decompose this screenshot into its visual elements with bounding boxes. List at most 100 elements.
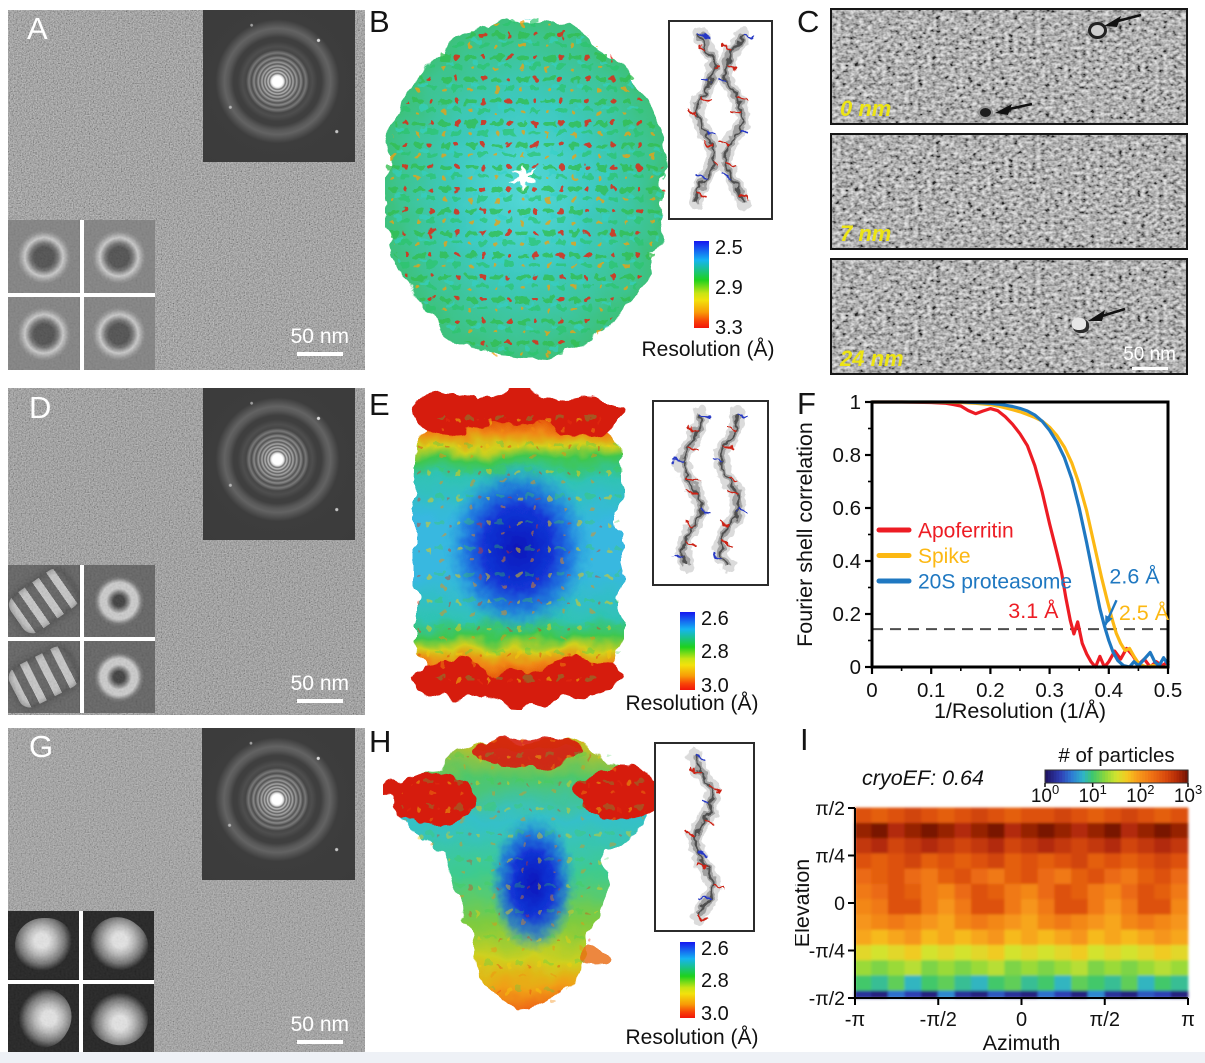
model-side-chain [687, 477, 698, 483]
colorbar-gradient [680, 942, 695, 1018]
heatmap-cell [1071, 975, 1089, 992]
panel-G-power-spectrum-inset [202, 728, 355, 880]
heatmap-cell [954, 929, 972, 946]
heatmap-cell [1121, 899, 1139, 916]
heatmap-cell [954, 960, 972, 977]
heatmap-cell [904, 853, 922, 870]
heatmap-cell [937, 944, 956, 961]
heatmap-cell [1087, 914, 1106, 931]
x-tick-label: π [1181, 1009, 1195, 1031]
colorbar-segment [1139, 770, 1143, 783]
class-average-cell [83, 565, 155, 637]
heatmap-cell [1137, 960, 1155, 977]
heatmap-cell [1021, 975, 1039, 992]
panel-G-class-averages [8, 911, 154, 1052]
heatmap-cell [971, 914, 989, 931]
heatmap-cell [887, 807, 906, 824]
heatmap-cell [1071, 822, 1089, 839]
panel-B-label: B [369, 4, 390, 39]
heatmap-cell [871, 914, 889, 931]
heatmap-cell [887, 960, 906, 977]
heatmap-cell [1021, 899, 1039, 916]
panel-B-colorbar-title: Resolution (Å) [641, 338, 775, 361]
y-tick-label: 0 [850, 656, 861, 679]
heatmap-cell [1037, 944, 1056, 961]
panel-D-label: D [29, 390, 52, 425]
heatmap-cell [954, 822, 972, 839]
panel-A-micrograph: 50 nm [8, 10, 365, 370]
heatmap-cells [854, 807, 1189, 999]
y-tick-label: π/2 [815, 798, 845, 820]
panel-H-spike-density-map [383, 735, 665, 1010]
model-side-chain [684, 831, 696, 837]
class-noise [8, 220, 80, 293]
class-average-cell [8, 911, 79, 980]
heatmap-cell [871, 929, 889, 946]
heatmap-cell [1087, 868, 1106, 885]
heatmap-cell [1121, 807, 1139, 824]
model-chain-group [671, 406, 749, 574]
heatmap-cell [1170, 990, 1189, 999]
model-side-chain [718, 141, 730, 147]
heatmap-cell [921, 883, 939, 900]
heatmap-cell [1004, 944, 1022, 961]
model-backbone [719, 413, 740, 567]
heatmap-cell [1071, 807, 1089, 824]
heatmap-cell [954, 914, 972, 931]
heatmap-cell [887, 944, 906, 961]
legend-label: Apoferritin [918, 520, 1014, 543]
heatmap-cell [871, 975, 889, 992]
heatmap-cell [854, 960, 872, 977]
model-side-chain [736, 97, 748, 103]
heatmap-cell [1087, 975, 1106, 992]
panel-A-class-averages [8, 220, 155, 370]
panel-G-scale-bar: 50 nm [291, 1014, 349, 1044]
fsc-axes-box [870, 400, 1170, 669]
heatmap-cell [904, 914, 922, 931]
model-side-chain [686, 109, 697, 115]
heatmap-cell [854, 899, 872, 916]
colorbar-segment [1093, 770, 1098, 783]
colorbar-segment [1076, 770, 1080, 783]
scale-bar-label: 50 nm [1123, 344, 1176, 365]
panel-B-apoferritin-density-map [385, 18, 666, 360]
model-side-chain [697, 915, 709, 921]
heatmap-cell [1137, 914, 1155, 931]
heatmap-cell [954, 853, 972, 870]
heatmap-cell [1071, 960, 1089, 977]
class-average-cell [8, 641, 80, 713]
panel-B-colorbar: 2.5 2.9 3.3 [694, 238, 743, 338]
heatmap-cell [921, 944, 939, 961]
heatmap-cell [1037, 990, 1056, 999]
class-average-cell [83, 641, 155, 713]
model-side-chain [719, 521, 730, 527]
heatmap-cell [921, 899, 939, 916]
map-speckle [386, 20, 664, 358]
heatmap-cell [954, 944, 972, 961]
heatmap-cell [854, 807, 872, 824]
class-average-cell [83, 297, 155, 370]
colorbar-tick: 2.5 [715, 237, 743, 259]
heatmap-cell [987, 914, 1006, 931]
heatmap-cell [1170, 838, 1189, 855]
heatmap-cell [887, 883, 906, 900]
heatmap-cell [1154, 868, 1172, 885]
panel-E-colorbar: 2.6 2.8 3.0 [680, 609, 729, 696]
heatmap-cell [904, 960, 922, 977]
colorbar-segment [1170, 770, 1175, 783]
model-side-chain [712, 457, 723, 463]
colorbar-segment [1050, 770, 1055, 783]
colorbar-segment [1173, 770, 1178, 783]
model-side-chain [690, 767, 701, 773]
panel-G-label: G [29, 729, 54, 764]
colorbar-segment [1185, 770, 1189, 783]
heatmap-cell [937, 822, 956, 839]
model-side-chain [697, 45, 708, 51]
heatmap-cell [1087, 807, 1106, 824]
heatmap-cell [887, 822, 906, 839]
panel-A-power-spectrum-inset [203, 10, 355, 162]
heatmap-cell [1037, 914, 1056, 931]
heatmap-cell [971, 929, 989, 946]
heatmap-cell [921, 838, 939, 855]
heatmap-cell [1054, 960, 1072, 977]
